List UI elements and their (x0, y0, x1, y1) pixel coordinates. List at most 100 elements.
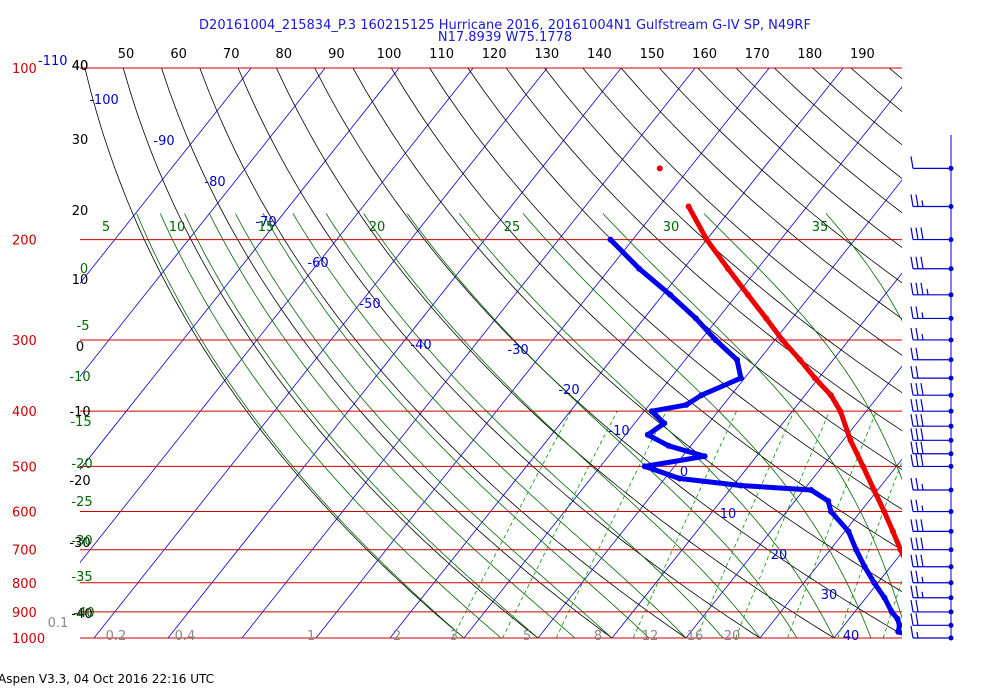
dry-adiabat-line (544, 68, 902, 394)
wind-barb-flag (910, 613, 914, 626)
wind-barb (910, 477, 954, 493)
dewpoint-point (871, 579, 878, 586)
wind-barb-flag (910, 519, 914, 532)
mixing-ratio-label: 16 (687, 629, 704, 644)
dewpoint-point (894, 615, 901, 622)
moist-adiabat-label: -25 (71, 495, 92, 510)
temperature-isolated-point (656, 165, 663, 172)
dry-adiabat-label: -30 (69, 536, 90, 551)
isotherm-line (93, 68, 548, 638)
temperature-point (837, 408, 844, 415)
dewpoint-point (698, 392, 705, 399)
temperature-point (827, 392, 834, 399)
top-axis-label: 100 (377, 47, 402, 62)
dewpoint-point (661, 420, 668, 427)
dry-adiabat-line (276, 68, 835, 638)
wind-barb-flag (910, 414, 914, 427)
isotherm-line (685, 365, 902, 638)
dry-adiabat-label: 30 (72, 133, 89, 148)
isotherm-label: 40 (843, 629, 860, 644)
moist-adiabat-line (406, 213, 798, 638)
dewpoint-point (737, 375, 744, 382)
moist-adiabat-line (602, 213, 902, 620)
dry-adiabat-line (928, 68, 1000, 650)
dewpoint-point (896, 622, 902, 629)
wind-barb-flag (915, 383, 919, 396)
wind-barb-flag (910, 256, 914, 269)
dewpoint-point (712, 337, 719, 343)
wind-barb-flag (920, 399, 924, 412)
temperature-point (763, 315, 770, 322)
moist-adiabat-lines (136, 213, 902, 638)
wind-barb (910, 414, 954, 429)
isotherm-line (167, 68, 622, 638)
pressure-tick-label: 400 (12, 405, 37, 420)
dewpoint-point (665, 442, 672, 449)
isotherm-line (389, 68, 844, 638)
mixing-ratio-label: 2 (393, 629, 401, 644)
dewpoint-point (641, 463, 648, 470)
dry-adiabat-label: -10 (69, 405, 90, 420)
wind-barb-dot (948, 375, 954, 381)
isotherm-line (537, 179, 902, 638)
moist-adiabat-line (363, 213, 761, 638)
wind-barb-half-flag (926, 288, 929, 295)
wind-barb-flag (920, 428, 924, 441)
wind-barb (910, 428, 954, 443)
wind-barb-dot (948, 487, 954, 493)
isotherm-lines (80, 68, 1000, 638)
dewpoint-point (808, 487, 815, 493)
wind-barb-flag (915, 454, 919, 467)
isotherm-line (80, 68, 474, 564)
temperature-point (905, 564, 911, 570)
dewpoint-point (827, 508, 834, 515)
dry-adiabat-line (122, 68, 539, 638)
wind-barb-half-flag (921, 312, 924, 319)
moist-adiabat-label: 5 (102, 220, 110, 235)
temperature-point (796, 356, 803, 363)
pressure-tick-label: 500 (12, 460, 37, 475)
wind-barb (910, 383, 954, 398)
wind-barb-flag (915, 282, 919, 295)
moist-adiabat-label: -30 (71, 534, 92, 549)
top-axis-label: 170 (745, 47, 770, 62)
dry-adiabat-line (237, 68, 761, 638)
isotherm-line (908, 68, 1000, 638)
wind-barb-flag (915, 366, 919, 379)
wind-barb (910, 554, 954, 570)
wind-barb-half-flag (921, 591, 924, 598)
moist-adiabat-label: -10 (69, 370, 90, 385)
mixing-ratio-line (917, 411, 993, 638)
top-axis-label: 50 (118, 47, 135, 62)
wind-barb-dot (948, 528, 954, 534)
top-axis-label: 180 (797, 47, 822, 62)
wind-barb-dot (948, 337, 954, 343)
wind-barb-dot (948, 622, 954, 628)
wind-barb-flag (915, 537, 919, 550)
wind-barb-flag (920, 554, 924, 567)
isotherm-line (80, 68, 326, 378)
isotherm-label: 20 (771, 548, 788, 563)
wind-barb-flag (920, 441, 924, 454)
moist-adiabat-line (262, 213, 650, 638)
isotherm-label: -10 (608, 424, 629, 439)
moist-adiabat-line (184, 213, 539, 638)
dewpoint-point (648, 408, 655, 415)
dewpoint-point (861, 563, 868, 570)
wind-barb-flag (915, 227, 919, 240)
temperature-point (897, 546, 902, 553)
moist-adiabat-line (136, 213, 465, 638)
wind-barb-dot (948, 237, 954, 243)
wind-barb-flag (915, 306, 919, 319)
temperature-point (860, 463, 867, 470)
wind-barb (910, 454, 954, 469)
top-axis-label: 40 (72, 59, 89, 74)
temperature-point (871, 487, 877, 493)
wind-barb-half-flag (916, 631, 919, 639)
dry-adiabat-line (505, 68, 902, 432)
moist-adiabat-label: -40 (73, 606, 94, 621)
moist-adiabat-line (235, 213, 613, 638)
dry-adiabat-line (966, 68, 1000, 650)
moist-adiabat-line (325, 213, 724, 638)
